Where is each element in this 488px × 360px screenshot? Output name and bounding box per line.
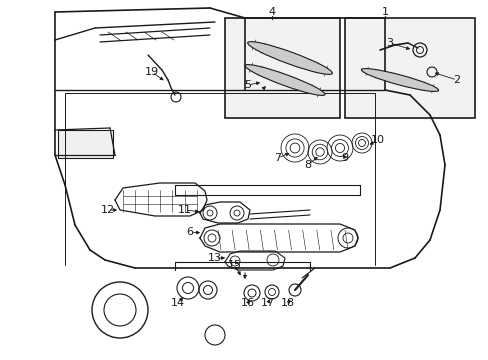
Text: 2: 2 bbox=[452, 75, 460, 85]
Bar bbox=[345, 18, 474, 118]
Ellipse shape bbox=[244, 64, 325, 95]
Text: 8: 8 bbox=[304, 160, 311, 170]
Ellipse shape bbox=[247, 42, 332, 75]
Text: 15: 15 bbox=[227, 260, 242, 270]
Text: 17: 17 bbox=[261, 298, 274, 308]
Text: 16: 16 bbox=[241, 298, 254, 308]
Text: 12: 12 bbox=[101, 205, 115, 215]
Text: 1: 1 bbox=[381, 7, 387, 17]
Text: 6: 6 bbox=[186, 227, 193, 237]
Text: 19: 19 bbox=[144, 67, 159, 77]
Text: 3: 3 bbox=[386, 38, 393, 48]
Bar bbox=[224, 18, 339, 118]
Text: 7: 7 bbox=[274, 153, 281, 163]
Text: 4: 4 bbox=[268, 7, 275, 17]
Bar bbox=[58, 130, 113, 158]
Text: 14: 14 bbox=[171, 298, 184, 308]
Text: 10: 10 bbox=[370, 135, 384, 145]
Text: 13: 13 bbox=[207, 253, 222, 263]
Text: 9: 9 bbox=[341, 153, 348, 163]
Text: 5: 5 bbox=[244, 80, 251, 90]
Text: 18: 18 bbox=[281, 298, 294, 308]
Text: 11: 11 bbox=[178, 205, 192, 215]
Ellipse shape bbox=[361, 68, 438, 91]
